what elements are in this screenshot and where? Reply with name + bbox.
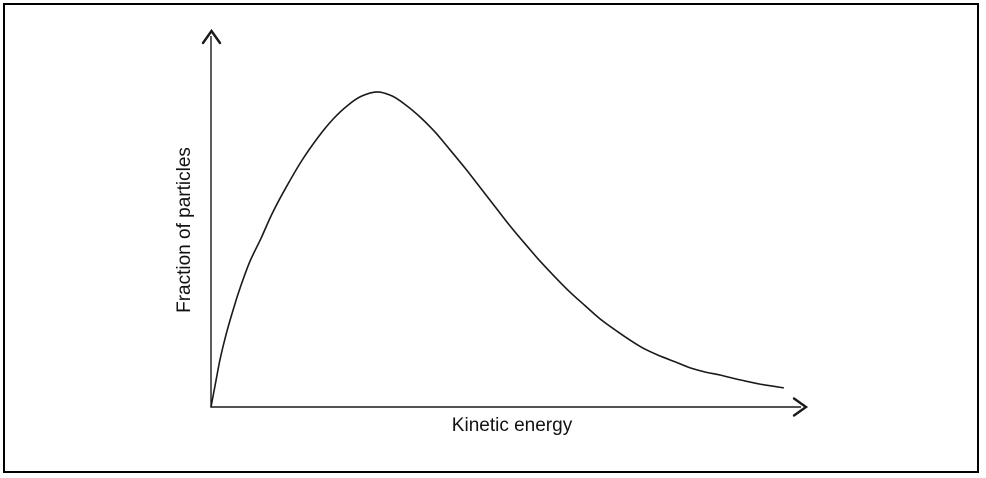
y-axis-arrow-icon xyxy=(201,28,222,45)
figure-frame xyxy=(3,3,979,473)
distribution-curve xyxy=(210,91,784,408)
x-axis-label: Kinetic energy xyxy=(452,415,573,436)
y-axis-label: Fraction of particles xyxy=(174,147,195,313)
x-axis-arrow-icon xyxy=(792,397,809,417)
